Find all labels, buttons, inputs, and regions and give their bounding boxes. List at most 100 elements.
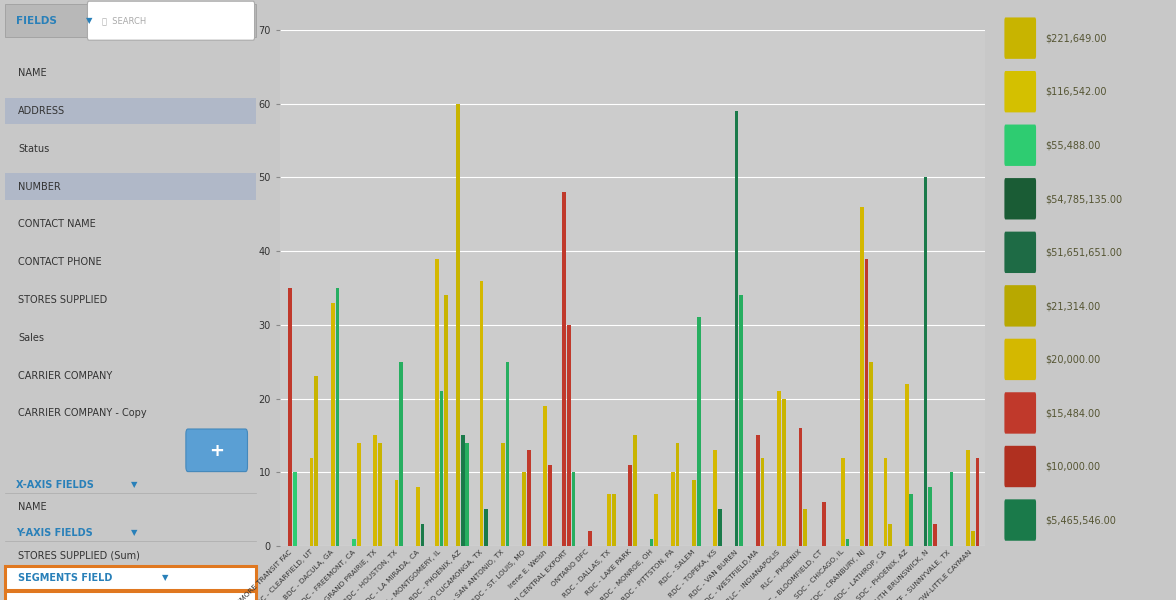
Bar	[740, 295, 743, 546]
Text: Sales: Sales	[19, 333, 45, 343]
Bar	[846, 539, 849, 546]
Bar	[501, 443, 505, 546]
Bar	[567, 325, 570, 546]
Text: CONTACT NAME: CONTACT NAME	[19, 220, 96, 229]
Text: ▼: ▼	[162, 574, 168, 582]
Text: $221,649.00: $221,649.00	[1045, 34, 1107, 43]
Text: STORES SUPPLIED: STORES SUPPLIED	[19, 295, 107, 305]
Bar	[356, 443, 361, 546]
Bar	[480, 281, 483, 546]
Text: +: +	[209, 442, 225, 460]
Bar	[374, 436, 377, 546]
Text: CONTACT PHONE: CONTACT PHONE	[19, 257, 102, 267]
Bar	[612, 494, 616, 546]
FancyBboxPatch shape	[1004, 232, 1036, 273]
FancyBboxPatch shape	[1004, 285, 1036, 326]
Bar	[923, 178, 928, 546]
Text: STORES SUPPLIED (Sum): STORES SUPPLIED (Sum)	[19, 550, 140, 560]
FancyBboxPatch shape	[5, 591, 256, 600]
Bar	[971, 531, 975, 546]
Text: CARRIER COMPANY - Copy: CARRIER COMPANY - Copy	[19, 409, 147, 418]
Text: $51,651,651.00: $51,651,651.00	[1045, 248, 1122, 257]
Bar	[335, 288, 340, 546]
Bar	[421, 524, 425, 546]
Bar	[933, 524, 937, 546]
Bar	[588, 531, 592, 546]
Bar	[714, 450, 717, 546]
FancyBboxPatch shape	[5, 60, 256, 86]
FancyBboxPatch shape	[5, 98, 256, 124]
Bar	[649, 539, 654, 546]
FancyBboxPatch shape	[1004, 17, 1036, 59]
Bar	[799, 428, 802, 546]
Bar	[928, 487, 933, 546]
Bar	[416, 487, 420, 546]
Text: $5,465,546.00: $5,465,546.00	[1045, 515, 1116, 526]
Bar	[456, 104, 460, 546]
Bar	[909, 494, 914, 546]
FancyBboxPatch shape	[1004, 392, 1036, 434]
FancyBboxPatch shape	[5, 325, 256, 351]
Bar	[400, 362, 403, 546]
Bar	[869, 362, 873, 546]
Text: Status: Status	[19, 144, 49, 154]
FancyBboxPatch shape	[5, 362, 256, 389]
Bar	[466, 443, 469, 546]
Bar	[522, 472, 526, 546]
Text: $21,314.00: $21,314.00	[1045, 301, 1101, 311]
Bar	[330, 303, 335, 546]
Bar	[888, 524, 891, 546]
Text: FIELDS: FIELDS	[15, 16, 56, 26]
Text: CARRIER COMPANY: CARRIER COMPANY	[19, 371, 113, 380]
Bar	[841, 458, 844, 546]
FancyBboxPatch shape	[1004, 178, 1036, 220]
FancyBboxPatch shape	[5, 136, 256, 162]
FancyBboxPatch shape	[5, 400, 256, 427]
Bar	[548, 465, 552, 546]
FancyBboxPatch shape	[5, 249, 256, 275]
Bar	[976, 458, 980, 546]
Bar	[309, 458, 314, 546]
FancyBboxPatch shape	[1004, 446, 1036, 487]
Bar	[803, 509, 807, 546]
Bar	[860, 207, 863, 546]
Bar	[782, 398, 786, 546]
FancyBboxPatch shape	[186, 429, 247, 472]
Text: NAME: NAME	[19, 68, 47, 78]
Text: ▼: ▼	[131, 480, 138, 490]
Bar	[527, 450, 530, 546]
Bar	[676, 443, 680, 546]
FancyBboxPatch shape	[5, 287, 256, 313]
Bar	[440, 391, 443, 546]
Bar	[461, 436, 465, 546]
Bar	[543, 406, 547, 546]
Text: Y-AXIS FIELDS: Y-AXIS FIELDS	[15, 528, 93, 538]
FancyBboxPatch shape	[87, 1, 254, 40]
FancyBboxPatch shape	[5, 566, 256, 590]
Text: 🔍  SEARCH: 🔍 SEARCH	[102, 16, 146, 25]
Bar	[671, 472, 675, 546]
Text: $15,484.00: $15,484.00	[1045, 408, 1101, 418]
FancyBboxPatch shape	[1004, 71, 1036, 112]
Text: SEGMENTS FIELD: SEGMENTS FIELD	[19, 573, 113, 583]
Bar	[379, 443, 382, 546]
Bar	[756, 436, 760, 546]
Bar	[967, 450, 970, 546]
Bar	[822, 502, 826, 546]
Bar	[288, 288, 292, 546]
Bar	[904, 384, 909, 546]
Text: ADDRESS: ADDRESS	[19, 106, 66, 116]
Text: ▼: ▼	[86, 16, 93, 25]
Bar	[435, 259, 439, 546]
FancyBboxPatch shape	[5, 173, 256, 200]
Text: X-AXIS FIELDS: X-AXIS FIELDS	[15, 480, 94, 490]
Text: $116,542.00: $116,542.00	[1045, 87, 1107, 97]
Bar	[562, 192, 566, 546]
Text: $54,785,135.00: $54,785,135.00	[1045, 194, 1123, 204]
Bar	[506, 362, 509, 546]
Bar	[697, 317, 701, 546]
Bar	[628, 465, 633, 546]
Bar	[761, 458, 764, 546]
Text: $10,000.00: $10,000.00	[1045, 462, 1101, 472]
Bar	[314, 376, 318, 546]
